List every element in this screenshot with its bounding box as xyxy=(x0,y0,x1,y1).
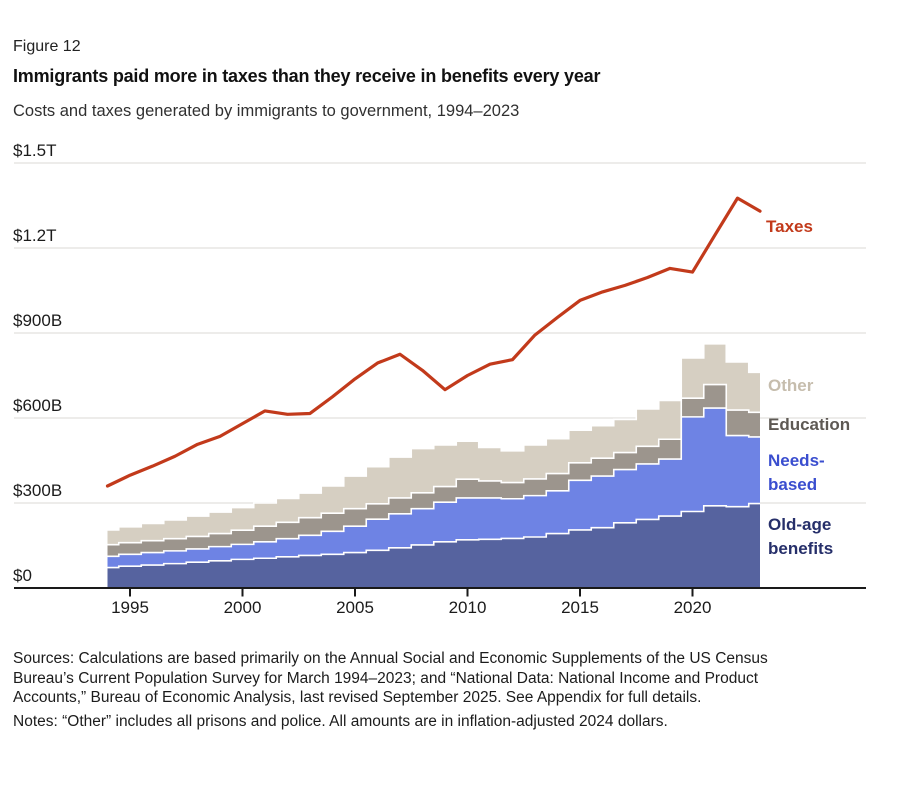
y-axis-label: $300B xyxy=(13,481,63,500)
band-edge xyxy=(107,502,760,569)
band-edge xyxy=(107,407,760,558)
x-axis-label: 2000 xyxy=(223,598,262,617)
plot-canvas xyxy=(14,162,866,597)
legend-taxes: Taxes xyxy=(766,217,813,236)
y-axis-label: $1.5T xyxy=(13,141,57,160)
notes-text: Notes: “Other” includes all prisons and … xyxy=(13,713,668,731)
x-axis-label: 2015 xyxy=(561,598,599,617)
x-axis-label: 1995 xyxy=(111,598,149,617)
legend-other: Other xyxy=(768,376,814,395)
footer: Sources: Calculations are based primaril… xyxy=(13,649,819,736)
y-axis-label: $0 xyxy=(13,566,32,585)
band-edge xyxy=(107,383,760,546)
figure-number: Figure 12 xyxy=(13,38,81,55)
x-axis-label: 2020 xyxy=(673,598,712,617)
x-axis-label: 2005 xyxy=(336,598,374,617)
band-edge xyxy=(107,342,760,531)
y-axis-label: $600B xyxy=(13,396,63,415)
sources-text: Sources: Calculations are based primaril… xyxy=(13,650,768,707)
legend-needs-based: Needs-based xyxy=(768,451,825,495)
area-old-age-benefits xyxy=(107,503,760,588)
legend-old-age-benefits: Old-age benefits xyxy=(768,515,834,559)
legend-education: Education xyxy=(768,415,851,434)
x-axis-label: 2010 xyxy=(448,598,487,617)
taxes-line xyxy=(105,196,762,488)
chart-title: Immigrants paid more in taxes than they … xyxy=(13,66,601,86)
chart-area: $0 $300B $600B $900B $1.2T $1.5T 1995 2000 2005 2… xyxy=(13,141,866,617)
y-axis-label: $900B xyxy=(13,311,63,330)
y-axis-label: $1.2T xyxy=(13,226,57,245)
chart-subtitle: Costs and taxes generated by immigrants … xyxy=(13,102,520,120)
